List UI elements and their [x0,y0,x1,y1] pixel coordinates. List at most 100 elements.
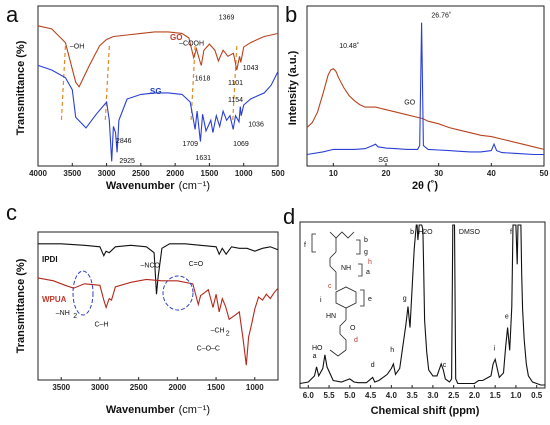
panel-label-a: a [6,2,19,27]
panel-label-c: c [6,200,17,225]
panel-d-tick-label: 1.5 [490,391,502,400]
struct-label-f: f [304,242,306,249]
structure-diagram [311,231,365,357]
panel-b-ylabel: Intensity (a.u.) [287,50,299,125]
panel-a-tick-label: 500 [271,169,285,178]
panel-b-annotation: 10.48˚ [339,42,359,50]
panel-c-ylabel: Transmittance (%) [15,258,27,353]
panel-a-ylabel: Transmittance (%) [15,40,27,135]
panel-c-legend-wpua: WPUA [42,295,67,304]
panel-b-series-go [306,68,545,150]
panel-b-tick-label: 20 [382,169,391,178]
panel-b-ticks: 10 20 30 40 50 [329,163,549,178]
panel-a-tick-label: 1500 [201,169,219,178]
panel-d-annotation: g [403,295,407,302]
panel-a-guide-line [232,45,238,121]
panel-c-ticks: 3500 3000 2500 2000 1500 1000 [52,377,264,392]
structure-bond-5 [339,319,347,350]
panel-d-annotation: e [505,314,509,321]
panel-a-annotation: 1709 [182,141,198,148]
panel-c-annotation: –NH [56,310,70,317]
panel-a-annotation: 1101 [228,80,243,87]
panel-d-annotation: b [410,229,414,236]
panel-c-series-wpua [37,277,279,366]
panel-a-annotation: 1618 [195,76,211,83]
panel-c-legend-ipdi: IPDI [42,255,58,264]
panel-c-annotation: –NCO [141,263,161,270]
panel-d-lines [299,224,545,386]
panel-c-xlabel: Wavenumber (cm⁻¹) [106,404,210,416]
panel-d-annotation: H2O [418,229,433,236]
panel-b-tick-label: 40 [487,169,496,178]
panel-a-ticks: 4000 3500 3000 2500 2000 1500 1000 500 [29,163,285,178]
panel-c-annotation: C–O–C [197,345,220,352]
panel-a-xlabel: Wavenumber (cm⁻¹) [106,180,210,192]
panel-c-annotation: C–H [94,322,108,329]
panel-c-tick-label: 2500 [130,383,148,392]
panel-a-annotation: 1043 [243,65,259,72]
panel-c-series-ipdi [38,243,279,295]
panel-d-tick-label: 3.5 [407,391,419,400]
struct-label-nh: NH [341,265,351,272]
panel-d-annotation: d [371,362,375,369]
panel-c-xlabel-text: Wavenumber [106,404,175,416]
struct-label-o: O [350,325,356,332]
panel-c-chart: 3500 3000 2500 2000 1500 1000 –NCO C=O–NH 2C–H–… [15,231,279,416]
panel-a-annotation: –OH [70,44,84,51]
panel-a-annotation: –COOH [179,41,204,48]
panel-b-annotation: 26.76˚ [431,12,451,20]
panel-label-d: d [283,204,295,229]
panel-d-annotation: a [313,353,317,360]
panel-a-series-go [37,25,279,88]
panel-a-legend-sg: SG [150,87,162,96]
panel-a-frame [37,5,279,167]
panel-b-annotation: SG [378,157,388,164]
struct-label-d: d [354,337,358,344]
structure-chain-top [329,231,355,239]
panel-c-annotations: –NCO C=O–NH 2C–H–CH 2C–O–C [56,261,230,352]
panel-d-annotation: h [390,347,394,354]
struct-label-hn: HN [326,313,336,320]
structure-labels: f b g h a c i e d HO NH HN O [304,237,372,352]
panel-c-tick-label: 1500 [207,383,225,392]
panel-a-guide-line [190,45,196,121]
panel-b-frame [306,5,545,167]
panel-c-lines [37,243,279,366]
panel-d-frame [299,221,546,389]
panel-c-tick-label: 1000 [246,383,264,392]
struct-label-e: e [368,296,372,303]
panel-d-tick-label: 5.0 [344,391,356,400]
panel-a-annotation: 1631 [195,155,211,162]
panel-b-tick-label: 10 [329,169,338,178]
struct-label-h: h [368,259,372,266]
panel-d-ticks: 6.0 5.5 5.0 4.5 4.0 3.5 3.0 2.5 2.0 1.5 1.0 0.5 [303,385,543,400]
panel-c-tick-label: 3500 [52,383,70,392]
panel-b-lines [306,22,545,156]
panel-d-tick-label: 0.5 [531,391,543,400]
panel-d-chart: 6.0 5.5 5.0 4.5 4.0 3.5 3.0 2.5 2.0 1.5 1.0 0.5 a d h… [299,221,546,417]
panel-d-annotation: i [494,345,496,352]
panel-a-annotation: 1154 [228,97,243,104]
panel-d-annotation: DMSO [459,229,481,236]
panel-a-legend-go: GO [170,33,182,42]
panel-a-tick-label: 4000 [29,169,47,178]
struct-label-ho: HO [312,345,323,352]
structure-bracket-e [360,289,365,307]
panel-a-chart: 4000 3500 3000 2500 2000 1500 1000 500 –OH –COOH… [15,5,285,192]
panel-d-tick-label: 5.5 [324,391,336,400]
struct-label-i: i [320,297,322,304]
panel-a-annotation: 2925 [119,158,135,165]
structure-bond-6 [329,349,347,357]
panel-c-co-highlight [162,275,194,311]
panel-d-series-spectrum [299,224,545,386]
panel-c-annotation: 2 [73,313,77,320]
structure-bracket-g [356,239,361,255]
panel-d-annotation: c [443,362,447,369]
structure-bracket-f [311,233,316,253]
panel-d-tick-label: 1.0 [510,391,522,400]
panel-d-tick-label: 2.0 [469,391,481,400]
panel-b-tick-label: 50 [540,169,549,178]
panel-c-tick-label: 2000 [168,383,186,392]
panel-a-tick-label: 2500 [132,169,150,178]
